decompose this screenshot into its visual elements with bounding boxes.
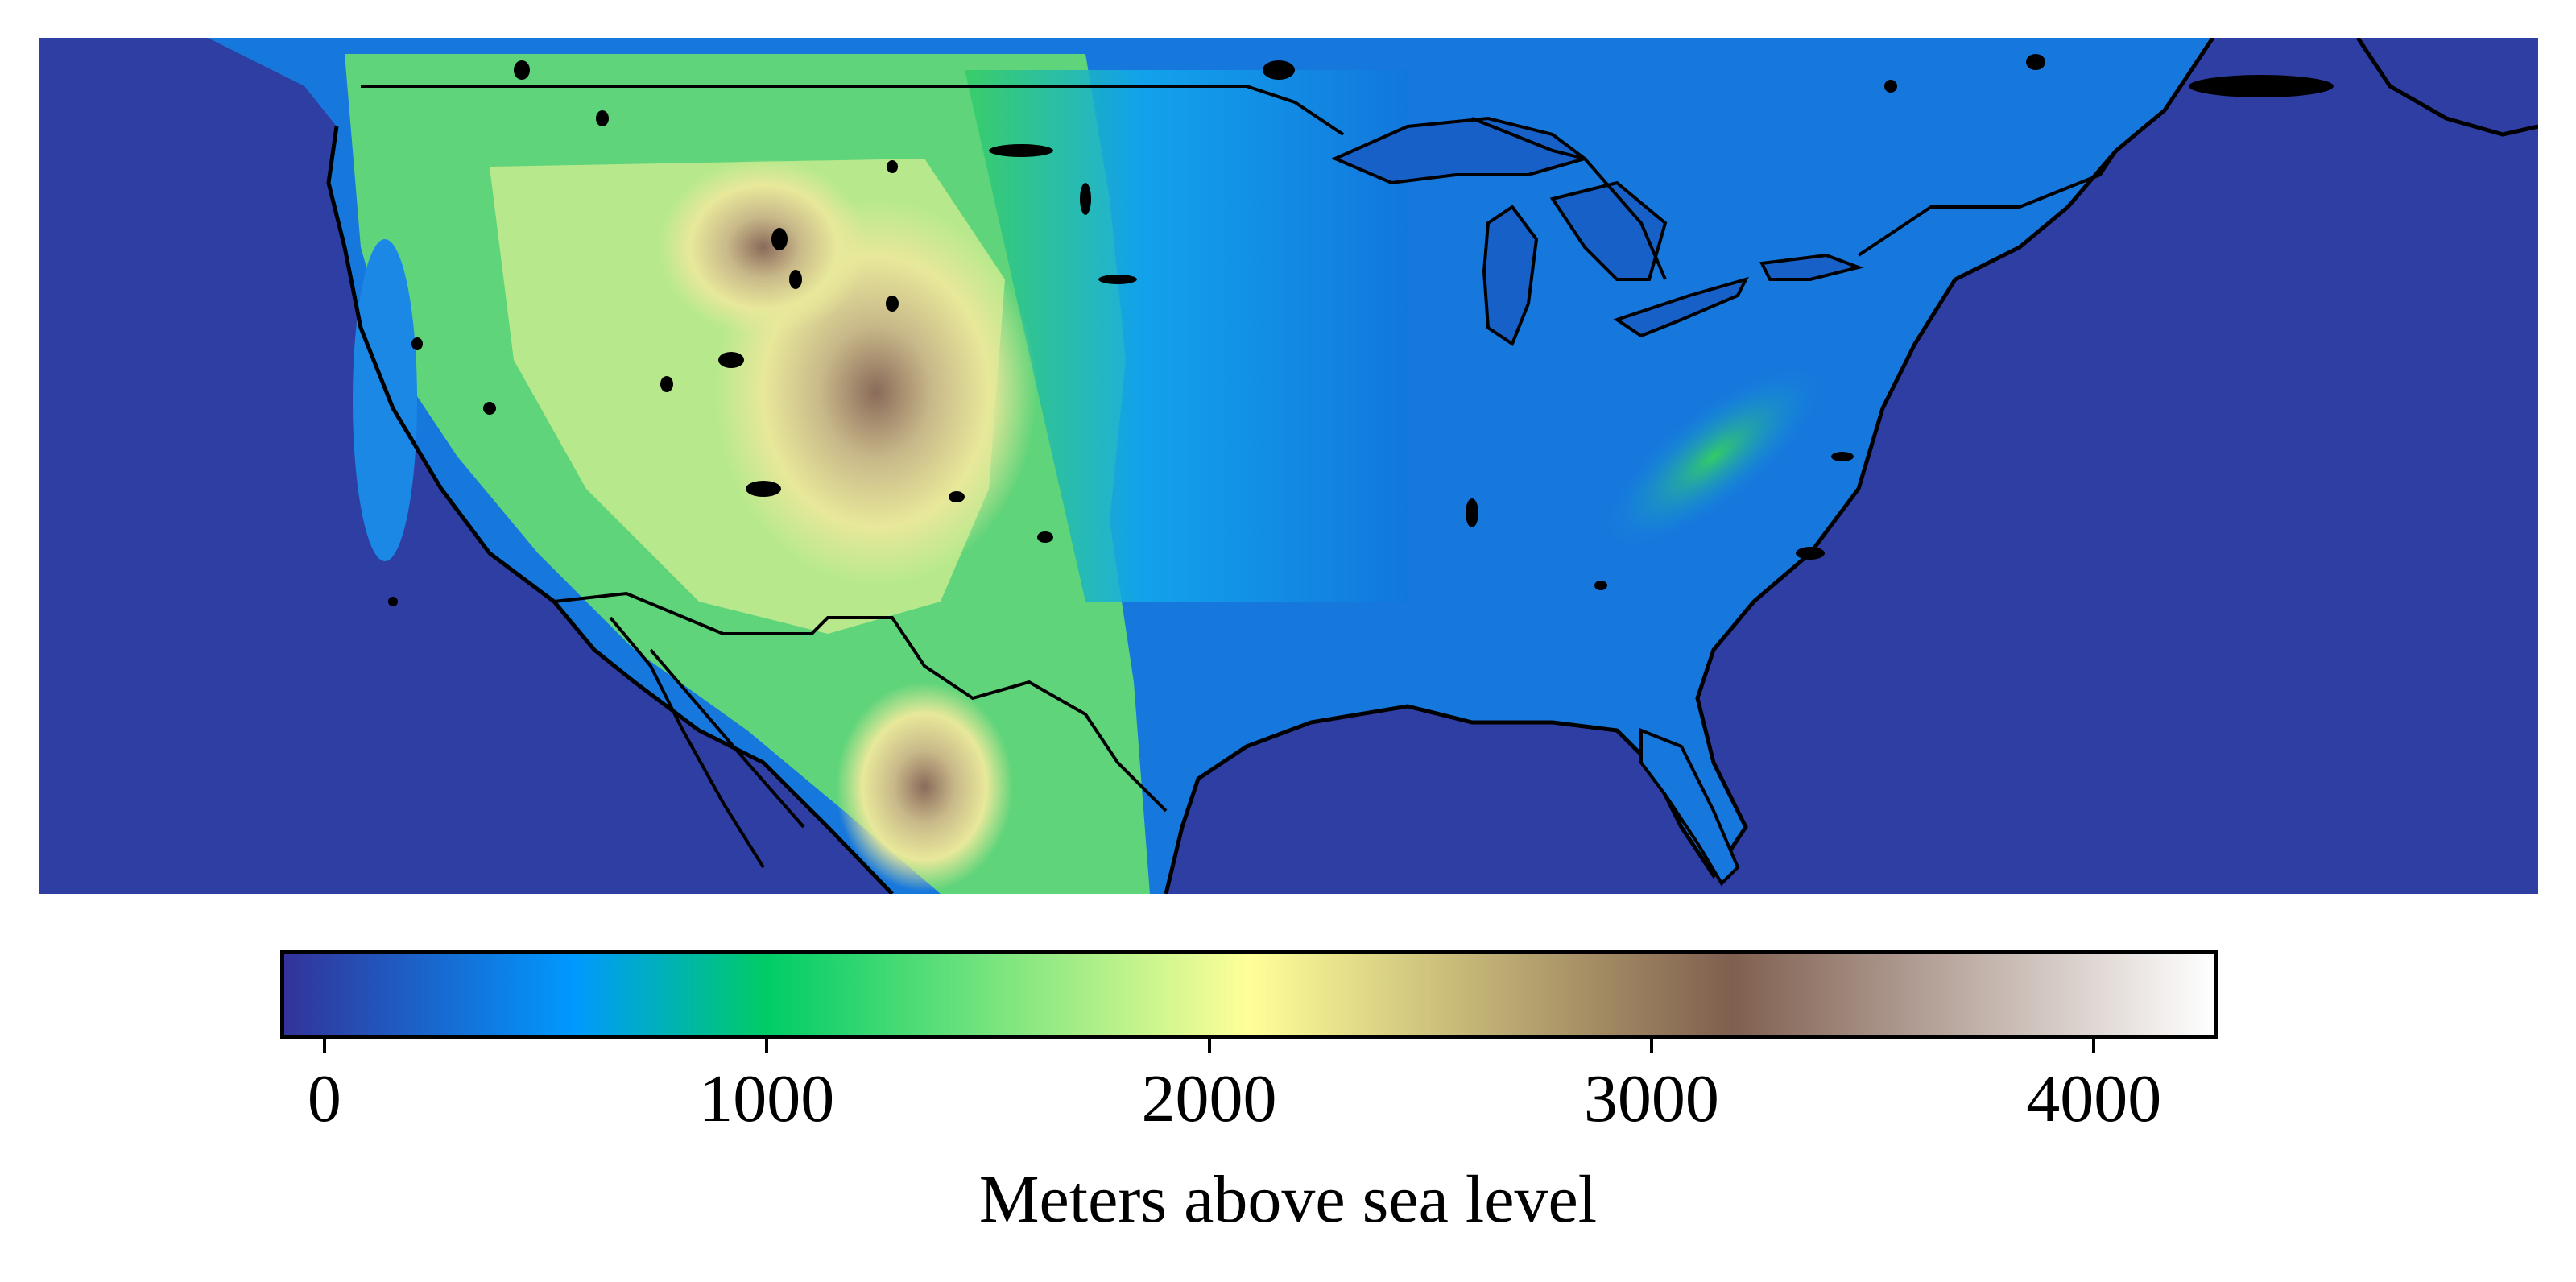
colorbar-tick-mark [1650, 1039, 1653, 1053]
colorbar [280, 950, 2218, 1039]
map-svg [39, 38, 2538, 894]
colorbar-tick-label: 0 [308, 1065, 341, 1133]
colorbar-tick-mark [2092, 1039, 2095, 1053]
colorbar-label: Meters above sea level [0, 1166, 2576, 1234]
colorbar-tick-label: 3000 [1584, 1065, 1719, 1133]
colorbar-gradient [280, 950, 2218, 1039]
colorbar-tick-label: 1000 [699, 1065, 834, 1133]
colorbar-tick-mark [1208, 1039, 1211, 1053]
colorbar-tick-label: 4000 [2026, 1065, 2161, 1133]
rocky-mountains-north [659, 159, 868, 336]
colorbar-tick-mark [323, 1039, 326, 1053]
elevation-map [39, 38, 2538, 894]
colorbar-tick-label: 2000 [1142, 1065, 1277, 1133]
sierra-madre [836, 682, 1013, 891]
pacific-coastal-lowland [353, 239, 417, 561]
colorbar-tick-mark [765, 1039, 768, 1053]
